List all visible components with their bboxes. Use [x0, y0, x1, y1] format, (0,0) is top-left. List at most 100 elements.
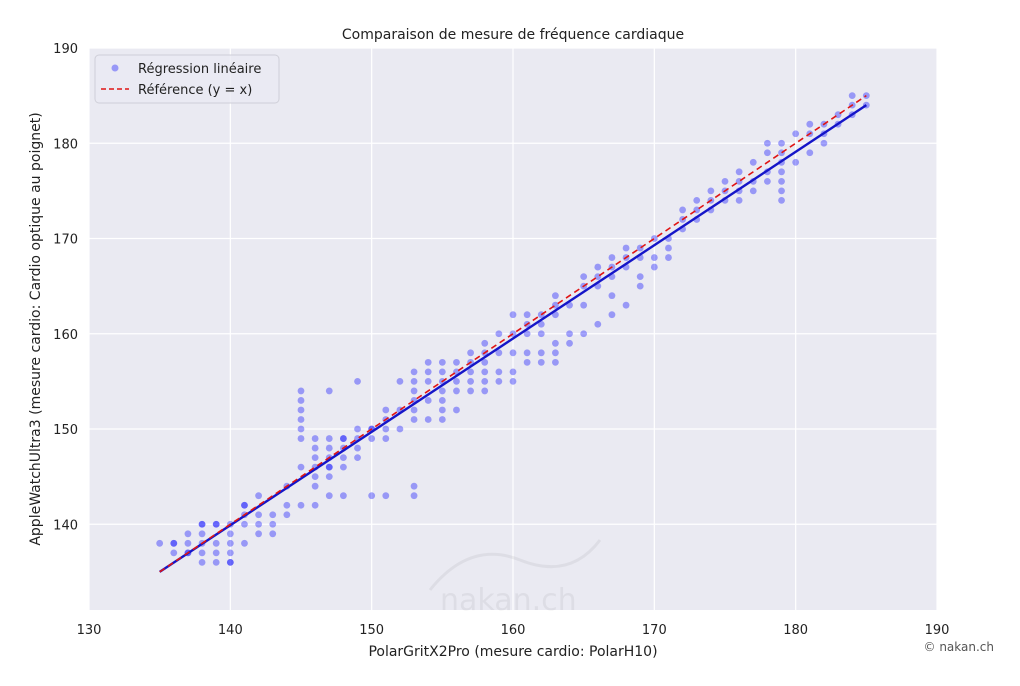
y-tick-labels: 140 150 160 170 180 190	[53, 42, 78, 533]
data-point	[749, 187, 757, 195]
data-point	[481, 339, 489, 347]
data-point	[424, 397, 432, 404]
y-tick-label: 150	[53, 423, 78, 438]
data-point	[778, 187, 785, 195]
data-point	[226, 558, 234, 566]
y-tick-label: 140	[53, 518, 78, 533]
data-point	[198, 549, 206, 557]
data-point	[467, 368, 474, 376]
data-point	[170, 539, 178, 547]
data-point	[354, 454, 361, 461]
data-point	[735, 197, 743, 204]
data-point	[495, 377, 503, 385]
y-tick-label: 160	[53, 328, 78, 343]
data-point	[255, 520, 262, 528]
data-point	[552, 349, 559, 357]
data-point	[340, 454, 347, 461]
data-point	[438, 358, 446, 366]
data-point	[368, 492, 376, 500]
data-point	[354, 377, 361, 385]
data-point	[410, 368, 418, 376]
data-point	[184, 530, 192, 538]
data-point	[679, 206, 686, 214]
data-point	[198, 530, 206, 538]
legend-marker-scatter	[111, 64, 119, 72]
data-point	[269, 511, 277, 519]
data-point	[636, 273, 644, 281]
data-point	[410, 406, 418, 414]
data-point	[523, 349, 531, 357]
data-point	[255, 492, 262, 500]
data-point	[509, 368, 517, 376]
data-point	[438, 368, 446, 376]
data-point	[382, 406, 390, 414]
data-point	[297, 463, 305, 471]
data-point	[495, 330, 503, 338]
x-tick-label: 180	[783, 623, 808, 638]
data-point	[453, 387, 460, 395]
data-point	[410, 377, 418, 385]
data-point	[226, 530, 234, 538]
data-point	[721, 177, 729, 185]
data-point	[509, 349, 517, 357]
data-point	[665, 244, 672, 252]
x-tick-labels: 130 140 150 160 170 180 190	[77, 623, 950, 638]
data-point	[650, 254, 658, 261]
data-point	[467, 387, 474, 395]
data-point	[297, 397, 305, 404]
data-point	[368, 435, 376, 442]
data-point	[410, 492, 418, 500]
data-point	[707, 187, 715, 195]
data-point	[806, 149, 814, 157]
data-point	[340, 435, 347, 442]
grid-lines	[88, 47, 938, 610]
data-point	[311, 482, 319, 490]
data-point	[495, 368, 503, 376]
data-point	[156, 539, 164, 547]
data-point	[212, 520, 220, 528]
data-point	[325, 463, 333, 471]
data-point	[340, 435, 347, 442]
data-point	[509, 311, 517, 319]
data-point	[424, 358, 432, 366]
data-point	[438, 416, 446, 423]
reference-line	[159, 94, 867, 573]
data-point	[170, 549, 178, 557]
x-tick-label: 170	[642, 623, 667, 638]
data-point	[566, 339, 573, 347]
data-point	[410, 387, 418, 395]
data-point	[764, 139, 771, 147]
data-point	[340, 492, 347, 500]
x-axis-label: PolarGritX2Pro (mesure cardio: PolarH10)	[368, 644, 657, 660]
data-point	[410, 482, 418, 490]
data-point	[622, 301, 630, 309]
data-point	[481, 358, 489, 366]
data-point	[509, 377, 517, 385]
data-point	[170, 539, 178, 547]
data-point	[283, 511, 291, 519]
data-point	[537, 330, 545, 338]
data-point	[848, 92, 856, 100]
y-tick-label: 180	[53, 137, 78, 152]
data-point	[608, 254, 616, 261]
legend-label-regression: Régression linéaire	[138, 62, 261, 77]
data-point	[340, 463, 347, 471]
data-point	[311, 473, 319, 481]
data-point	[396, 377, 404, 385]
data-point	[594, 263, 602, 271]
data-point	[566, 330, 573, 338]
data-point	[438, 397, 446, 404]
data-point	[467, 349, 474, 357]
data-point	[552, 358, 559, 366]
data-point	[354, 444, 361, 452]
data-point	[241, 539, 248, 547]
data-point	[636, 282, 644, 290]
data-point	[297, 406, 305, 414]
x-tick-label: 160	[501, 623, 526, 638]
legend-box	[94, 54, 280, 104]
data-point	[198, 520, 206, 528]
data-point	[325, 473, 333, 481]
x-tick-label: 190	[925, 623, 950, 638]
data-point	[580, 330, 588, 338]
x-tick-label: 140	[218, 623, 243, 638]
